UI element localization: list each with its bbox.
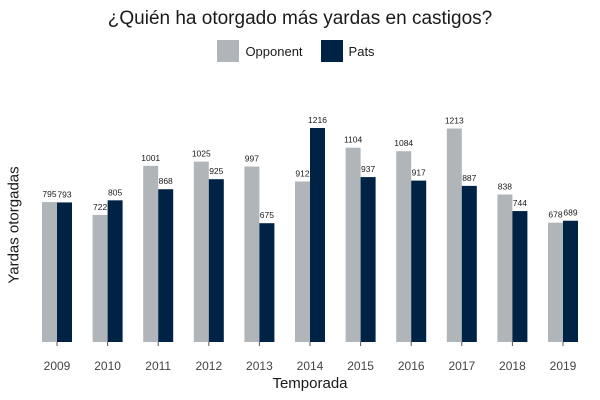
bar-label-opponent-2010: 722 <box>93 202 107 212</box>
bar-opponent-2017 <box>446 128 462 342</box>
bar-opponent-2012 <box>193 161 209 342</box>
bar-label-opponent-2018: 838 <box>498 182 512 192</box>
bar-label-opponent-2019: 678 <box>548 210 562 220</box>
bar-pats-2010 <box>107 200 123 342</box>
bar-label-pats-2010: 805 <box>108 187 122 197</box>
bar-label-opponent-2009: 795 <box>42 189 56 199</box>
bar-pats-2012 <box>208 179 224 342</box>
x-tick-label-2019: 2019 <box>550 359 577 373</box>
bar-label-pats-2016: 917 <box>412 168 426 178</box>
bar-label-opponent-2017: 1213 <box>445 116 464 126</box>
bar-label-pats-2019: 689 <box>563 208 577 218</box>
bar-opponent-2009 <box>42 202 57 342</box>
bar-opponent-2014 <box>295 181 310 342</box>
x-tick-label-2018: 2018 <box>499 359 526 373</box>
bar-opponent-2019 <box>548 222 563 342</box>
x-tick-label-2012: 2012 <box>195 359 222 373</box>
x-axis-label: Temporada <box>272 375 348 392</box>
bar-opponent-2018 <box>497 194 513 342</box>
bar-label-opponent-2016: 1084 <box>394 138 413 148</box>
bar-label-pats-2012: 925 <box>209 166 223 176</box>
bar-label-opponent-2011: 1001 <box>141 153 160 163</box>
bar-label-pats-2014: 1216 <box>308 115 327 125</box>
x-tick-label-2017: 2017 <box>448 359 475 373</box>
legend-swatch-opponent <box>217 40 240 62</box>
bar-label-pats-2013: 675 <box>260 210 274 220</box>
bar-opponent-2010 <box>92 214 108 342</box>
bar-pats-2013 <box>259 223 275 342</box>
bar-label-pats-2009: 793 <box>57 189 71 199</box>
bar-pats-2017 <box>461 185 477 342</box>
x-tick-label-2016: 2016 <box>398 359 425 373</box>
bar-opponent-2016 <box>396 151 412 342</box>
bar-label-pats-2015: 937 <box>361 164 375 174</box>
bar-pats-2019 <box>563 220 578 342</box>
bar-label-pats-2011: 868 <box>159 176 173 186</box>
bar-label-opponent-2015: 1104 <box>344 135 363 145</box>
legend-swatch-pats <box>320 40 343 62</box>
bar-pats-2009 <box>57 202 72 342</box>
bar-label-opponent-2013: 997 <box>245 154 259 164</box>
x-tick-label-2014: 2014 <box>297 359 324 373</box>
legend-label-opponent: Opponent <box>245 43 303 59</box>
chart-title: ¿Quién ha otorgado más yardas en castigo… <box>107 8 493 29</box>
bar-opponent-2015 <box>345 147 361 342</box>
legend: Opponent Pats <box>0 40 600 62</box>
bar-label-pats-2017: 887 <box>462 173 476 183</box>
x-tick-label-2015: 2015 <box>347 359 374 373</box>
bar-opponent-2011 <box>143 165 159 342</box>
x-tick-label-2011: 2011 <box>145 359 171 373</box>
bar-pats-2016 <box>411 180 427 342</box>
legend-label-pats: Pats <box>348 43 375 59</box>
bar-pats-2014 <box>310 127 325 342</box>
bar-label-opponent-2014: 912 <box>295 168 309 178</box>
x-tick-label-2010: 2010 <box>94 359 121 373</box>
bar-pats-2018 <box>512 211 528 342</box>
bar-pats-2011 <box>158 189 174 342</box>
bar-label-pats-2018: 744 <box>513 198 527 208</box>
x-tick-label-2009: 2009 <box>44 359 71 373</box>
x-tick-label-2013: 2013 <box>246 359 273 373</box>
bar-label-opponent-2012: 1025 <box>192 149 211 159</box>
legend-item-opponent: Opponent <box>217 40 310 62</box>
legend-item-pats: Pats <box>320 40 383 62</box>
bar-pats-2015 <box>360 177 376 342</box>
bar-opponent-2013 <box>244 166 260 342</box>
